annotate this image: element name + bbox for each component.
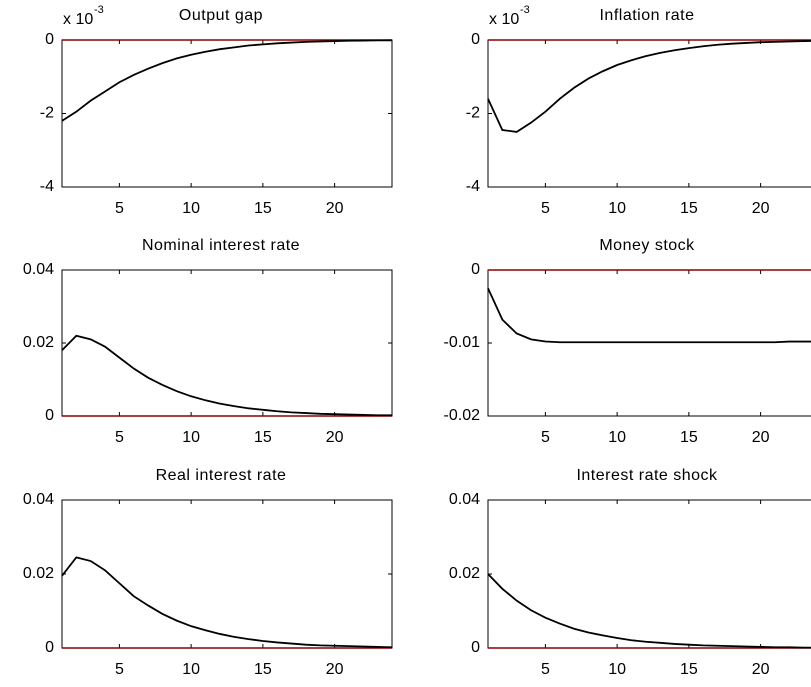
y-exponent-base: x 10: [489, 11, 519, 28]
x-tick-label: 5: [541, 661, 550, 678]
line: [61, 39, 393, 122]
y-tick-label: -4: [466, 178, 480, 195]
y-tick-label: 0: [471, 31, 480, 48]
x-tick-label: 10: [182, 429, 200, 446]
y-tick-label: 0.02: [449, 565, 480, 582]
subplot-title: Inflation rate: [599, 7, 694, 24]
y-tick-label: 0.02: [23, 565, 54, 582]
x-tick-label: 20: [326, 200, 344, 217]
y-tick-label: 0.04: [449, 491, 480, 508]
y-tick-label: -4: [40, 178, 54, 195]
x-tick-label: 5: [115, 661, 124, 678]
line: [61, 334, 392, 417]
line: [487, 287, 811, 344]
y-exponent-base: x 10: [63, 11, 93, 28]
axes-box: [61, 39, 393, 188]
x-tick-label: 10: [608, 429, 626, 446]
x-tick-label: 15: [254, 200, 272, 217]
subplot-title: Real interest rate: [156, 467, 287, 484]
y-tick-label: -2: [466, 105, 480, 122]
y-exponent-power: -3: [94, 4, 104, 16]
line: [487, 40, 811, 133]
y-tick-label: -0.01: [444, 334, 481, 351]
x-tick-label: 15: [680, 200, 698, 217]
y-tick-label: 0: [471, 639, 480, 656]
subplot-title: Money stock: [599, 237, 695, 254]
x-tick-label: 15: [254, 429, 272, 446]
x-tick-label: 10: [182, 661, 200, 678]
subplot-title: Interest rate shock: [576, 467, 718, 484]
y-tick-label: 0: [45, 639, 54, 656]
x-tick-label: 5: [541, 429, 550, 446]
subplot-title: Nominal interest rate: [142, 237, 300, 254]
y-tick-label: 0: [45, 31, 54, 48]
x-tick-label: 20: [752, 200, 770, 217]
y-tick-label: 0.02: [23, 334, 54, 351]
x-tick-label: 15: [680, 661, 698, 678]
y-tick-label: -2: [40, 105, 54, 122]
y-tick-label: -0.02: [444, 407, 481, 424]
x-tick-label: 15: [680, 429, 698, 446]
axes-box: [487, 499, 811, 649]
y-exponent-power: -3: [520, 4, 530, 16]
axes-box: [487, 39, 811, 188]
x-tick-label: 5: [115, 200, 124, 217]
y-tick-label: 0.04: [23, 261, 54, 278]
line: [61, 556, 393, 649]
x-tick-label: 15: [254, 661, 272, 678]
axes-box: [61, 499, 393, 649]
y-tick-label: 0.04: [23, 491, 54, 508]
x-tick-label: 20: [752, 429, 770, 446]
axes-box: [61, 269, 393, 417]
x-tick-label: 20: [326, 661, 344, 678]
x-tick-label: 10: [182, 200, 200, 217]
x-tick-label: 10: [608, 661, 626, 678]
x-tick-label: 10: [608, 200, 626, 217]
y-tick-label: 0: [45, 407, 54, 424]
x-tick-label: 5: [541, 200, 550, 217]
subplot-title: Output gap: [179, 7, 263, 24]
x-tick-label: 20: [326, 429, 344, 446]
x-tick-label: 5: [115, 429, 124, 446]
y-tick-label: 0: [471, 261, 480, 278]
line: [487, 573, 811, 649]
x-tick-label: 20: [752, 661, 770, 678]
